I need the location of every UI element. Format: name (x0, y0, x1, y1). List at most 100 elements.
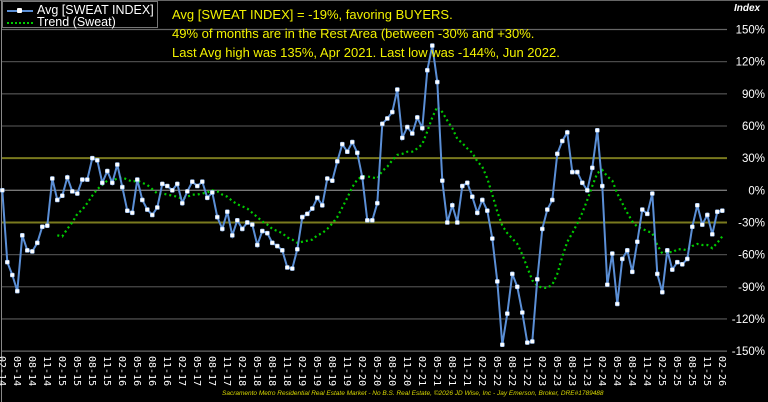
avg-data-point (0, 188, 5, 193)
x-tick-label: 11-19 (341, 356, 352, 386)
avg-data-point (205, 195, 210, 201)
x-tick-label: 11-22 (521, 356, 532, 386)
x-tick-label: 11-24 (641, 356, 652, 386)
avg-data-point (24, 248, 30, 253)
avg-data-point (539, 226, 545, 232)
x-tick-label: 08-14 (26, 356, 37, 386)
avg-data-point (44, 223, 50, 228)
avg-data-point (714, 209, 720, 215)
avg-data-point (344, 149, 350, 155)
avg-data-point (644, 211, 650, 217)
avg-data-point (75, 191, 80, 196)
avg-data-point (309, 206, 315, 211)
avg-data-point (130, 210, 135, 216)
avg-data-point (439, 178, 445, 183)
x-tick-label: 08-25 (686, 356, 697, 386)
y-tick-label: 0% (748, 185, 765, 197)
avg-data-point (704, 212, 710, 218)
avg-data-point (569, 169, 575, 175)
avg-data-point (220, 226, 225, 232)
x-tick-label: 05-17 (191, 356, 202, 386)
avg-data-point (29, 249, 35, 254)
avg-data-point (190, 179, 195, 185)
x-tick-label: 11-20 (401, 356, 412, 386)
avg-data-point (624, 248, 630, 253)
x-tick-label: 05-22 (491, 356, 502, 386)
avg-data-point (649, 191, 655, 196)
avg-data-point (654, 271, 660, 277)
avg-data-point (409, 131, 415, 136)
avg-line-marker-icon (7, 7, 33, 13)
x-tick-label: 05-19 (311, 356, 322, 386)
avg-data-point (215, 214, 220, 220)
avg-data-point (524, 340, 530, 345)
avg-series (0, 43, 725, 347)
x-tick-label: 11-18 (281, 356, 292, 386)
credit-text: Sacramento Metro Residential Real Estate… (222, 390, 604, 397)
avg-data-point (150, 212, 155, 218)
x-tick-label: 02-16 (116, 356, 127, 386)
avg-data-point (674, 259, 680, 265)
avg-data-point (70, 189, 75, 194)
avg-data-point (80, 177, 85, 182)
y-tick-label: -150% (732, 346, 765, 358)
avg-data-point (334, 159, 340, 164)
x-tick-label: 05-25 (671, 356, 682, 386)
avg-data-point (175, 181, 180, 187)
avg-data-point (105, 168, 110, 174)
x-tick-label: 11-16 (161, 356, 172, 386)
avg-data-point (579, 180, 585, 186)
avg-data-point (160, 181, 165, 187)
avg-data-point (494, 279, 500, 284)
avg-data-point (689, 224, 695, 230)
avg-data-point (180, 200, 185, 206)
x-tick-label: 02-22 (476, 356, 487, 386)
y-tick-label: -120% (732, 314, 765, 326)
x-tick-label: 08-22 (506, 356, 517, 386)
avg-data-point (364, 218, 370, 223)
avg-data-point (619, 256, 625, 262)
x-tick-label: 08-15 (86, 356, 97, 386)
x-tick-label: 02-20 (356, 356, 367, 386)
avg-data-point (449, 203, 455, 208)
avg-data-point (125, 208, 130, 213)
avg-data-point (509, 271, 515, 277)
avg-data-point (504, 311, 510, 316)
annotation-line-3: Last Avg high was 135%, Apr 2021. Last l… (172, 45, 560, 60)
x-tick-label: 05-14 (11, 356, 22, 386)
y-tick-label: 120% (736, 57, 765, 69)
avg-data-point (679, 261, 685, 267)
avg-data-point (389, 109, 395, 115)
x-tick-label: 02-19 (296, 356, 307, 386)
avg-data-point (329, 178, 335, 183)
avg-data-point (195, 183, 200, 189)
avg-data-point (165, 183, 170, 189)
x-tick-label: 08-24 (626, 356, 637, 386)
y-tick-label: 90% (742, 89, 765, 101)
avg-data-point (255, 242, 260, 248)
avg-data-point (225, 209, 230, 215)
x-tick-label: 08-18 (266, 356, 277, 386)
y-axis-tick-labels: 150% 120% 90% 60% 30% 0% -30% -60% -90% -120% -150… (732, 25, 765, 359)
avg-data-point (374, 200, 380, 206)
avg-data-point (444, 220, 450, 225)
avg-data-point (115, 162, 120, 167)
avg-data-point (429, 43, 435, 48)
x-tick-label: 02-25 (656, 356, 667, 386)
avg-data-point (59, 193, 65, 198)
annotation-line-1: Avg [SWEAT INDEX] = -19%, favoring BUYER… (172, 7, 453, 22)
avg-data-point (529, 339, 535, 344)
x-tick-label: 05-24 (611, 356, 622, 386)
avg-data-point (90, 155, 95, 161)
avg-data-point (170, 188, 175, 193)
legend-item-avg: Avg [SWEAT INDEX] (7, 4, 154, 16)
avg-data-point (469, 194, 475, 200)
x-tick-label: 05-23 (551, 356, 562, 386)
avg-data-point (319, 203, 325, 208)
avg-data-point (279, 248, 285, 253)
x-tick-label: 02-14 (0, 356, 7, 386)
avg-data-point (245, 220, 250, 225)
avg-data-point (669, 267, 675, 272)
